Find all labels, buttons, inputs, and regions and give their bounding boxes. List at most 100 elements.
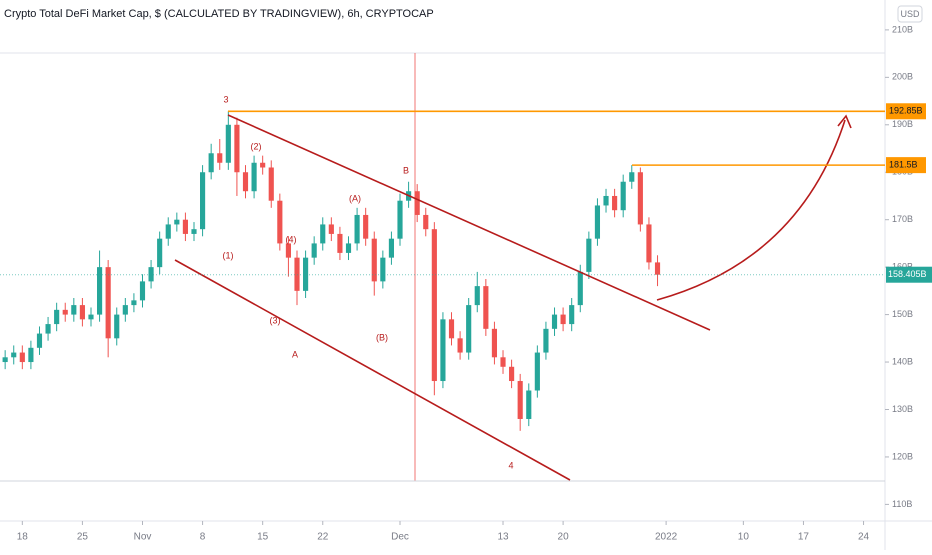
candle-body — [157, 238, 163, 268]
x-tick-label: 20 — [558, 532, 570, 543]
candle-body — [423, 214, 429, 230]
y-tick-label: 120B — [892, 451, 913, 461]
y-tick-label: 200B — [892, 72, 913, 82]
candle-body — [577, 271, 583, 306]
candle-body — [380, 257, 386, 282]
candle-body — [560, 314, 566, 325]
channel-upper — [227, 114, 711, 331]
y-tick-label: 210B — [892, 24, 913, 34]
wave-label: (B) — [376, 332, 388, 342]
candle-body — [285, 243, 291, 258]
candle-body — [594, 205, 601, 239]
candle-body — [500, 357, 506, 367]
candle-body — [19, 352, 25, 363]
candle-body — [397, 200, 403, 239]
x-tick-label: 8 — [200, 532, 206, 543]
candle-body — [620, 181, 626, 211]
candle-body — [105, 267, 111, 339]
x-tick-label: Nov — [134, 532, 152, 543]
currency[interactable]: USD — [900, 9, 920, 19]
y-tick-label: 110B — [892, 499, 912, 509]
y-tick-label: 190B — [892, 119, 913, 129]
chart-title: Crypto Total DeFi Market Cap, $ (CALCULA… — [4, 8, 434, 20]
candle-body — [509, 366, 515, 382]
price-level-tag — [886, 157, 926, 174]
wave-label: (A) — [349, 193, 361, 203]
candle-body — [36, 333, 43, 348]
candle-body — [217, 153, 223, 163]
candle-body — [225, 124, 231, 163]
candle-body — [148, 267, 154, 282]
wave-label: (1) — [223, 250, 234, 260]
candle-body — [328, 224, 334, 234]
currency-button[interactable] — [897, 5, 923, 23]
candle-body — [388, 238, 395, 258]
candle-body — [637, 172, 643, 225]
x-tick-label: 2022 — [655, 532, 678, 543]
candle-body — [54, 309, 60, 325]
wave-label: 4 — [508, 460, 513, 470]
candle-body — [62, 309, 68, 315]
wave-label: (2) — [251, 141, 262, 151]
y-tick-label: 150B — [892, 309, 913, 319]
wave-label: (4) — [286, 234, 297, 244]
candle-body — [131, 300, 137, 306]
wave-label: B — [403, 165, 409, 175]
candle-body — [612, 195, 618, 211]
x-tick-label: 24 — [858, 532, 870, 543]
price-level-label: 192.85B — [889, 106, 923, 116]
candle-body — [200, 172, 206, 230]
candle-body — [466, 305, 472, 353]
candle-body — [277, 200, 283, 244]
candle-body — [320, 224, 326, 244]
candle-body — [654, 262, 661, 275]
projection-arrow — [656, 119, 846, 301]
price-level-tag — [886, 103, 926, 120]
arrow-head — [837, 114, 852, 129]
channel-lower — [174, 259, 571, 481]
candle-body — [165, 224, 171, 239]
wave-label: A — [292, 349, 298, 359]
candle-body — [114, 314, 120, 339]
candle-body — [182, 219, 188, 234]
candle-body — [311, 243, 317, 258]
candle-body — [551, 314, 558, 329]
x-tick-label: 25 — [77, 532, 89, 543]
candle-body — [431, 229, 437, 382]
candle-body — [11, 352, 17, 358]
candle-body — [629, 172, 635, 182]
candle-body — [457, 338, 463, 353]
candle-body — [79, 305, 85, 320]
candle-body — [414, 191, 420, 215]
x-tick-label: Dec — [391, 532, 409, 543]
candle-body — [448, 319, 455, 339]
candle-body — [268, 167, 274, 201]
candle-body — [28, 347, 34, 363]
candle-body — [363, 214, 369, 239]
y-tick-label: 130B — [892, 404, 913, 414]
y-tick-label: 160B — [892, 262, 913, 272]
candle-body — [517, 381, 523, 419]
x-tick-label: 17 — [798, 532, 810, 543]
candle-body — [543, 328, 549, 353]
candle-body — [71, 305, 77, 315]
candle-body — [88, 314, 94, 320]
wave-label: (3) — [270, 315, 281, 325]
candle-body — [569, 305, 575, 325]
candle-body — [371, 238, 377, 282]
candle-body — [586, 238, 592, 272]
candle-body — [174, 219, 180, 225]
last-price-tag — [886, 266, 932, 283]
candle-body — [260, 162, 266, 168]
candle-body — [345, 243, 352, 253]
candle-body — [122, 305, 128, 315]
candle-body — [191, 229, 197, 234]
candle-body — [337, 233, 343, 253]
x-tick-label: 18 — [17, 532, 29, 543]
x-tick-label: 15 — [257, 532, 269, 543]
x-tick-label: 10 — [738, 532, 750, 543]
candle-body — [483, 286, 489, 329]
x-tick-label: 22 — [317, 532, 329, 543]
x-tick-label: 13 — [497, 532, 509, 543]
